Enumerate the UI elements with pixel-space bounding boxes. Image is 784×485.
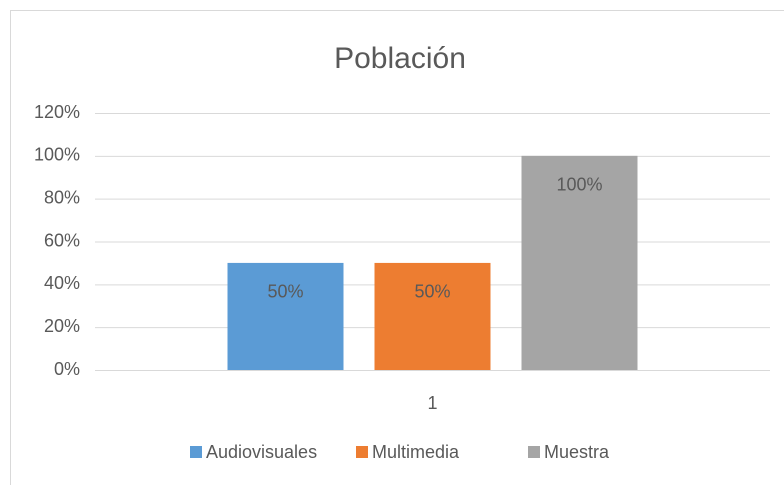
legend-swatch	[356, 446, 368, 458]
chart-border	[10, 10, 784, 485]
y-tick-label: 40%	[44, 273, 80, 293]
data-label: 50%	[414, 282, 450, 302]
bar	[521, 155, 638, 370]
y-tick-label: 120%	[34, 102, 80, 122]
legend-label: Muestra	[544, 442, 610, 462]
legend-label: Multimedia	[372, 442, 460, 462]
x-tick-label: 1	[427, 393, 437, 413]
y-tick-label: 60%	[44, 230, 80, 250]
bar	[227, 262, 344, 370]
legend-swatch	[190, 446, 202, 458]
y-tick-label: 0%	[54, 359, 80, 379]
y-tick-label: 100%	[34, 145, 80, 165]
y-tick-label: 20%	[44, 316, 80, 336]
chart-title: Población	[334, 42, 466, 75]
legend-swatch	[528, 446, 540, 458]
y-tick-label: 80%	[44, 187, 80, 207]
data-label: 50%	[267, 282, 303, 302]
bar	[374, 262, 491, 370]
data-label: 100%	[556, 175, 602, 195]
legend-label: Audiovisuales	[206, 442, 317, 462]
